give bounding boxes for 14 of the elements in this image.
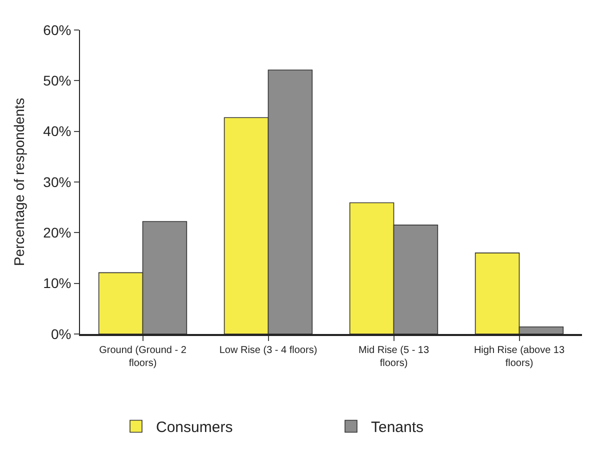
y-tick-label: 0% [50,326,72,342]
legend-label: Consumers [156,419,233,436]
y-tick-label: 20% [43,224,72,241]
x-tick-label: High Rise (above 13 floors) [474,344,565,369]
y-tick-label: 30% [43,174,72,190]
y-axis-title: Percentage of respondents [10,98,27,266]
legend-label: Tenants [371,419,424,436]
y-tick-label: 50% [43,72,72,89]
y-tick-label: 10% [43,275,72,292]
x-tick-label: Low Rise (3 - 4 floors) [219,344,318,356]
y-tick-label: 40% [43,123,72,140]
y-tick-label: 60% [43,22,72,38]
x-tick-label: Ground (Ground - 2 floors) [99,344,187,369]
x-tick-label: Mid Rise (5 - 13 floors) [358,344,430,369]
